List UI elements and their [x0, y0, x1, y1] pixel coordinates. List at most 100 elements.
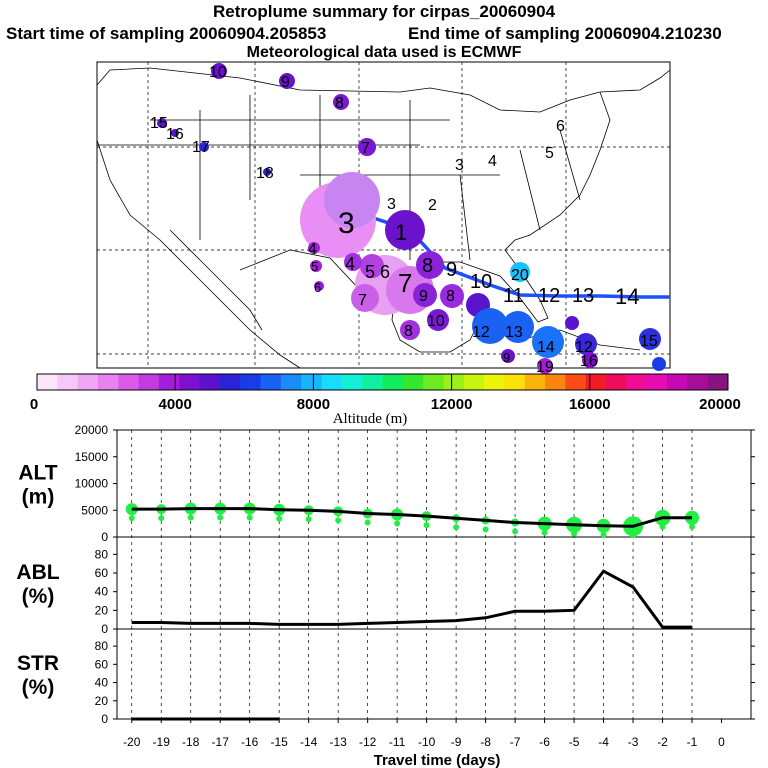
cluster-circle [565, 316, 579, 330]
alt-marker-spread [364, 519, 371, 526]
cluster-circle [575, 333, 597, 355]
track-label: 13 [572, 285, 594, 307]
alt-marker-spread [187, 514, 194, 521]
scatter-label: 6 [314, 280, 321, 295]
track-label: 14 [615, 284, 639, 309]
y-axis-label: (m) [22, 486, 55, 509]
colorbar-swatch [138, 374, 160, 390]
track-label: 10 [470, 271, 492, 293]
colorbar-swatch [626, 374, 648, 390]
alt-markers [125, 502, 700, 539]
colorbar-swatch [280, 374, 302, 390]
alt-marker-spread [689, 523, 696, 530]
y-tick-label: 20 [95, 603, 109, 617]
scatter-label: 7 [358, 292, 367, 309]
colorbar-swatch [565, 374, 587, 390]
scatter-label: 17 [192, 139, 210, 156]
colorbar-swatch [179, 374, 201, 390]
colorbar-swatch [301, 374, 323, 390]
scatter-label: 5 [311, 259, 318, 274]
alt-marker-spread [541, 529, 548, 536]
cluster-circle [171, 129, 179, 137]
alt-marker-spread [217, 514, 224, 521]
scatter-label: 10 [427, 313, 445, 330]
scatter-label: 3 [455, 157, 464, 174]
cluster-circle [385, 210, 425, 250]
met-data-label: Meteorological data used is ECMWF [246, 44, 522, 61]
x-tick-label: -16 [241, 735, 259, 749]
cluster-circle [308, 242, 320, 254]
y-tick-label: 0 [101, 622, 108, 636]
scatter-label: 7 [361, 140, 370, 157]
x-tick-label: -6 [539, 735, 550, 749]
plume-track-line [339, 205, 670, 299]
cluster-circle [427, 309, 449, 331]
cluster-circle [199, 142, 209, 152]
alt-marker-spread [246, 514, 253, 521]
x-tick-label: -7 [510, 735, 521, 749]
colorbar-swatch [484, 374, 505, 390]
colorbar-swatch [260, 374, 282, 390]
colorbar-swatch [545, 374, 566, 390]
scatter-label: 9 [281, 74, 290, 91]
cluster-circle [652, 357, 666, 371]
map-coastlines [96, 67, 671, 369]
colorbar-tick-label: 4000 [159, 396, 192, 413]
cluster-circle [314, 281, 324, 291]
altitude-colorbar: 0 4000 8000 12000 16000 20000 Altitude (m) [30, 373, 741, 427]
alt-marker-spread [394, 520, 401, 527]
alt-marker-spread [512, 528, 519, 535]
x-tick-label: -20 [123, 735, 141, 749]
track-label: 9 [446, 259, 457, 281]
scatter-label: 4 [488, 153, 497, 170]
x-tick-label: -14 [300, 735, 318, 749]
x-tick-label: -10 [418, 735, 436, 749]
colorbar-swatch [423, 374, 444, 390]
scatter-label: 8 [335, 95, 344, 112]
cluster-circle [416, 251, 444, 279]
start-time-label: Start time of sampling 20060904.205853 [6, 24, 327, 43]
alt-marker-spread [335, 517, 342, 524]
y-tick-label: 40 [95, 676, 109, 690]
abl-series-line [131, 569, 693, 629]
scatter-label: 12 [472, 324, 490, 341]
track-label: 3 [338, 207, 355, 240]
track-day-labels: 1 2 3 4 5 6 7 8 9 10 11 12 13 14 [338, 197, 639, 309]
x-tick-label: -12 [359, 735, 377, 749]
cluster-circle [440, 284, 464, 308]
alt-marker-spread [600, 531, 607, 538]
alt-marker-spread [659, 523, 666, 530]
cluster-circle [157, 118, 167, 128]
end-time-label: End time of sampling 20060904.210230 [408, 24, 722, 43]
x-tick-label: -5 [569, 735, 580, 749]
scatter-label: 16 [166, 126, 184, 143]
x-tick-label: -2 [657, 735, 668, 749]
colorbar-tick-label: 20000 [699, 396, 741, 413]
track-label: 2 [428, 197, 437, 214]
scatter-label: 4 [308, 241, 317, 258]
colorbar-swatch [57, 374, 79, 390]
cluster-circle [360, 254, 384, 278]
alt-marker-spread [482, 526, 489, 533]
x-tick-label: 0 [718, 735, 725, 749]
time-series-panels: 0 5000 10000 15000 20000 0 20 40 60 80 0 20 40 60 80 A… [16, 423, 755, 768]
colorbar-swatch [158, 374, 180, 390]
y-tick-label: 0 [101, 712, 108, 726]
colorbar-swatch [585, 374, 607, 390]
alt-series-line [131, 507, 693, 528]
alt-marker-spread [423, 522, 430, 529]
scatter-label: 14 [537, 339, 555, 356]
colorbar-tick-label: 12000 [431, 396, 473, 413]
x-tick-label: -19 [153, 735, 171, 749]
track-label: 7 [398, 268, 412, 298]
cluster-circle [263, 168, 271, 176]
cluster-circle [211, 63, 227, 79]
colorbar-swatch [402, 374, 424, 390]
scatter-label: 20 [511, 267, 529, 284]
track-label: 12 [538, 285, 560, 307]
colorbar-tick-labels: 0 4000 8000 12000 16000 20000 [30, 374, 741, 413]
cluster-circle [279, 73, 295, 89]
y-tick-label: 60 [95, 657, 109, 671]
cluster-circle [333, 94, 349, 110]
